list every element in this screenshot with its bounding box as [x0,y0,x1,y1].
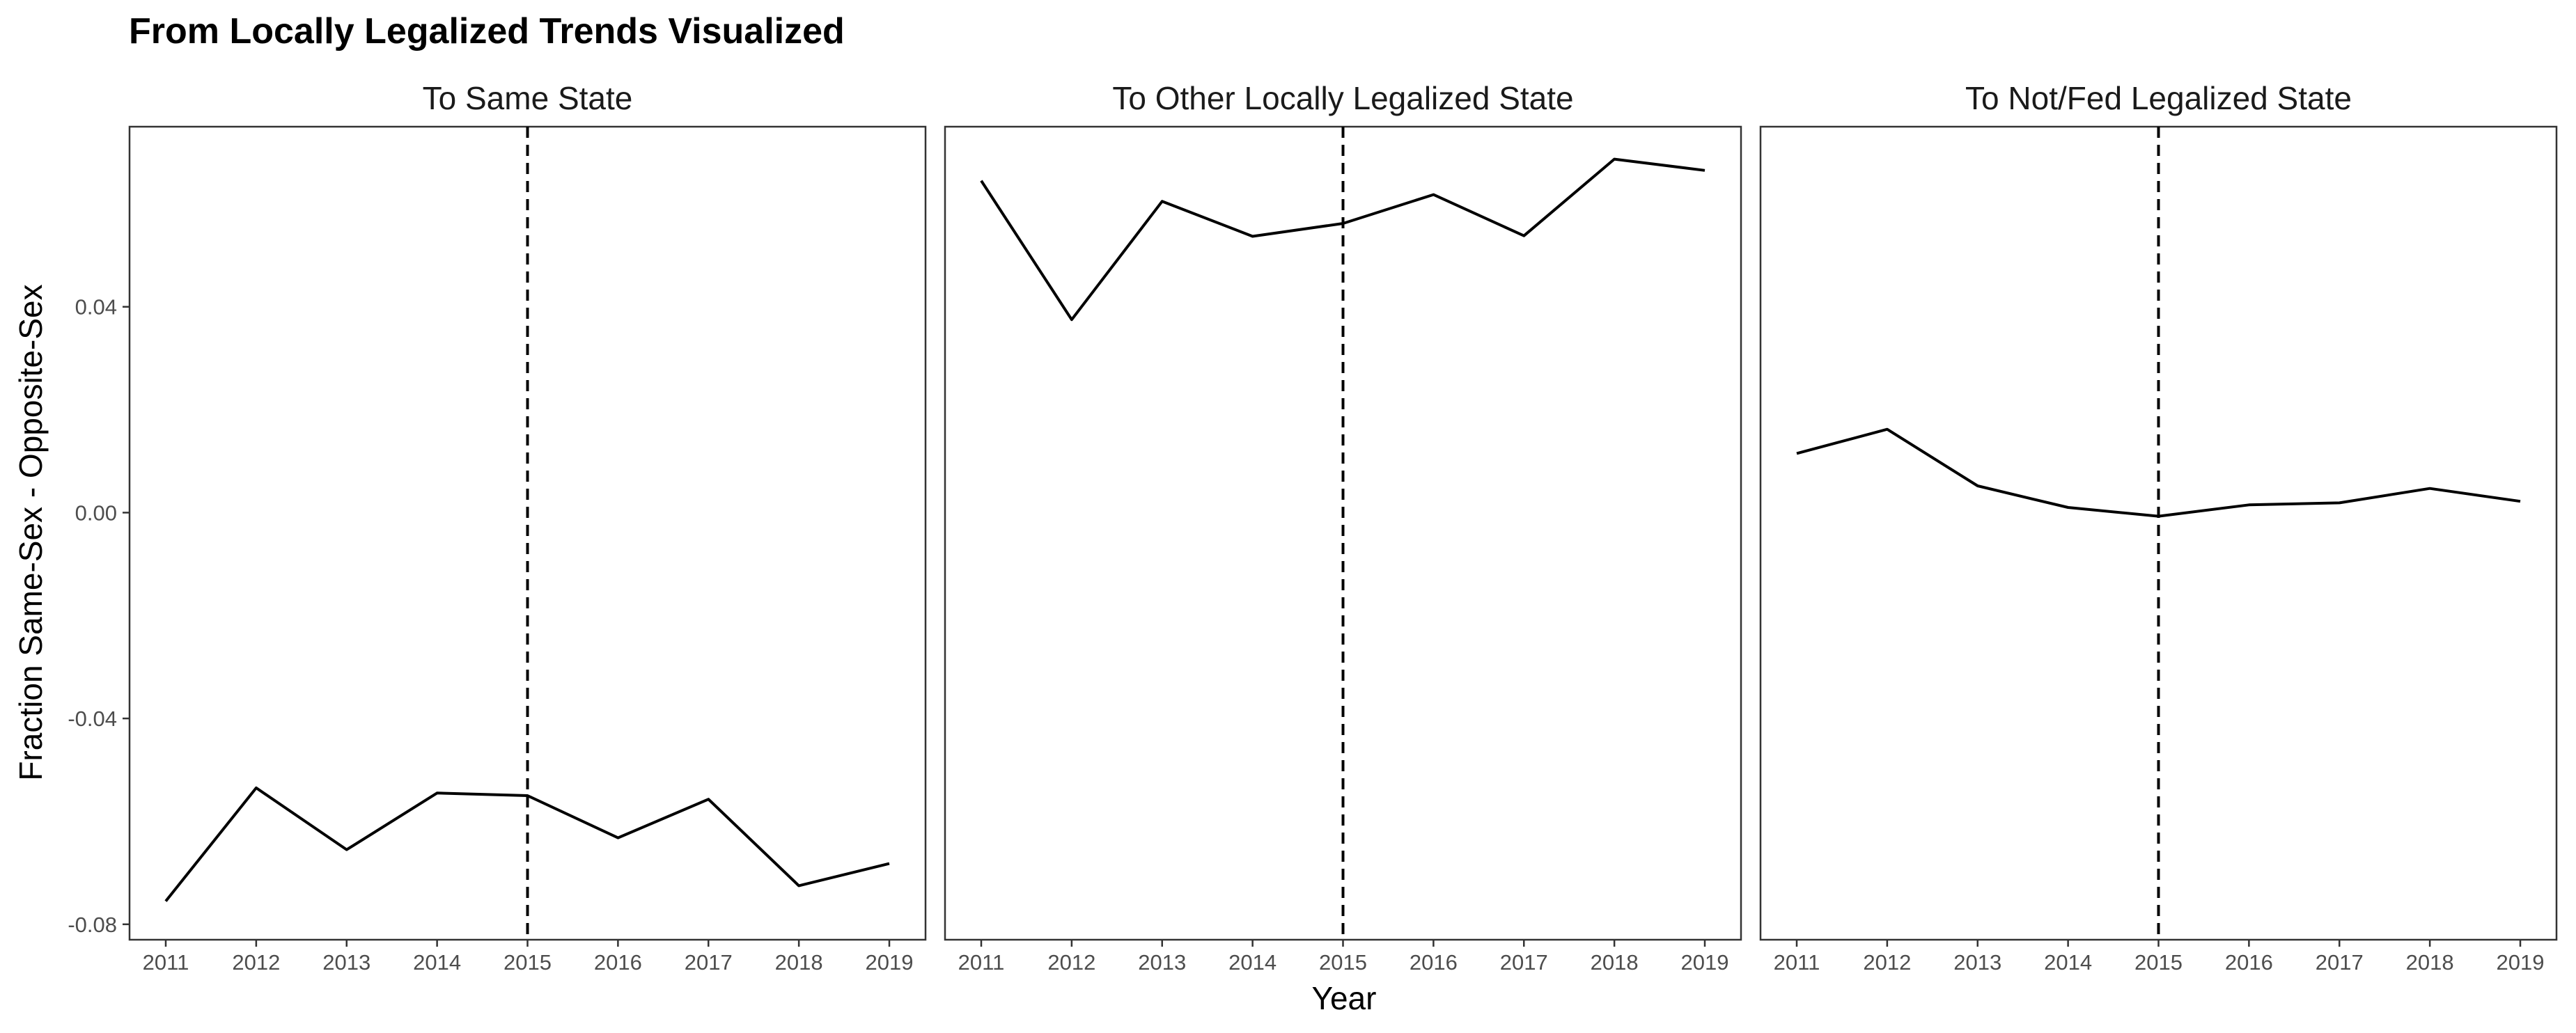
panels-group: To Same State -0.08 -0.04 0.00 0.04 2011 2012 2… [68,80,2558,975]
data-point [616,836,620,840]
y-tick-label: -0.08 [68,913,117,937]
data-point [1885,427,1889,432]
data-point [1341,221,1345,226]
data-point [2157,514,2161,519]
data-point [706,797,710,801]
y-tick-label: -0.04 [68,707,117,731]
x-tick-label: 2014 [2044,950,2092,975]
data-point [164,899,168,904]
data-point [2518,499,2522,503]
x-tick-label: 2012 [1863,950,1911,975]
x-tick-label: 2017 [2316,950,2364,975]
data-point [1612,157,1616,161]
x-tick-label: 2016 [594,950,642,975]
x-tick-label: 2013 [1138,950,1186,975]
x-tick-label: 2017 [685,950,733,975]
series-line [980,157,1705,322]
x-tick-label: 2014 [1228,950,1277,975]
data-point [435,791,439,795]
facet-strip-label: To Not/Fed Legalized State [1965,80,2352,116]
y-tick-label: 0.04 [75,295,117,320]
data-point [2247,503,2251,507]
x-tick-label: 2015 [2134,950,2183,975]
x-axis-title: Year [1312,980,1377,1016]
x-tick-label: 2017 [1500,950,1548,975]
x-tick-label: 2013 [1953,950,2001,975]
chart-title: From Locally Legalized Trends Visualized [129,11,845,52]
x-tick-label: 2015 [504,950,552,975]
data-point [887,862,891,866]
data-point [797,883,801,888]
x-tick-label: 2014 [413,950,461,975]
x-tick-label: 2015 [1319,950,1367,975]
data-point [1431,193,1435,197]
data-point [1251,234,1255,238]
data-point [1703,168,1707,173]
data-point [1522,234,1526,238]
facet-panel: To Same State -0.08 -0.04 0.00 0.04 2011 2012 2… [68,80,927,975]
x-tick-label: 2018 [2406,950,2454,975]
x-tick-label: 2011 [1774,950,1820,975]
data-point [2337,500,2341,505]
data-point [2066,505,2070,510]
data-point [1070,317,1074,322]
facet-panel: To Not/Fed Legalized State 2011 2012 2013 20… [1759,80,2558,975]
x-tick-label: 2019 [866,950,914,975]
series-line [1796,427,2521,518]
y-tick-label: 0.00 [75,500,117,525]
x-tick-label: 2018 [775,950,823,975]
x-tick-label: 2019 [2497,950,2545,975]
data-point [254,786,258,790]
x-tick-label: 2013 [322,950,370,975]
series-line [164,786,890,902]
x-tick-label: 2011 [958,950,1005,975]
x-tick-label: 2018 [1591,950,1639,975]
facet-panel: To Other Locally Legalized State 2011 2012… [944,80,1742,975]
data-point [2428,487,2432,491]
facet-strip-label: To Other Locally Legalized State [1112,80,1573,116]
data-point [979,179,983,183]
x-tick-label: 2019 [1681,950,1729,975]
x-tick-label: 2016 [1410,950,1458,975]
data-point [345,848,349,852]
x-tick-label: 2012 [1047,950,1095,975]
y-axis-title: Fraction Same-Sex - Opposite-Sex [13,284,49,780]
x-tick-label: 2012 [232,950,280,975]
facet-strip-label: To Same State [423,80,633,116]
data-point [1976,484,1980,488]
x-tick-label: 2011 [143,950,189,975]
x-tick-label: 2016 [2225,950,2273,975]
data-point [526,794,530,798]
data-point [1795,451,1799,455]
data-point [1160,199,1164,203]
